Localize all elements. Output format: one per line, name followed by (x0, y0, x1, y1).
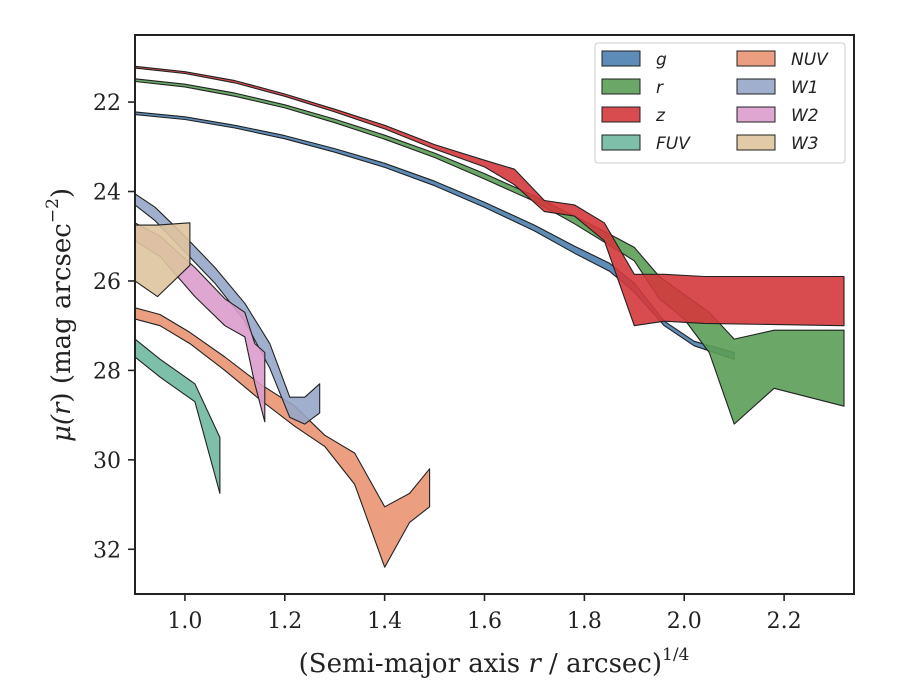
legend-label-fuv: FUV (656, 134, 691, 154)
x-axis: 1.0 1.2 1.4 1.6 1.8 2.0 2.2 (167, 594, 802, 634)
legend-swatch-w1 (736, 78, 776, 95)
series-band-z (135, 65, 845, 327)
y-tick-label: 24 (93, 181, 121, 206)
legend-label-z: z (655, 106, 666, 126)
legend-frame (594, 42, 846, 164)
y-tick-label: 22 (93, 91, 121, 116)
legend-label-w1: W1 (791, 78, 819, 98)
x-tick-label: 2.0 (667, 609, 702, 634)
legend-label-nuv: NUV (791, 50, 829, 70)
series-layer (135, 65, 845, 568)
series-band-r (135, 78, 845, 425)
x-axis-label: (Semi-major axis r / arcsec)1/4 (299, 645, 690, 679)
plot-frame (134, 34, 855, 595)
x-tick-label: 1.2 (267, 609, 302, 634)
series-band-nuv (135, 307, 431, 568)
y-axis: 22 24 26 28 30 32 (93, 91, 135, 563)
x-tick-label: 1.4 (367, 609, 402, 634)
legend-swatch-g (601, 50, 641, 67)
y-tick-label: 28 (93, 359, 121, 384)
legend-label-r: r (656, 78, 664, 98)
x-tick-label: 1.6 (467, 609, 502, 634)
y-tick-label: 32 (93, 538, 121, 563)
series-band-fuv (135, 338, 221, 494)
legend-label-w3: W3 (791, 134, 819, 154)
y-axis-label: μ(r) (mag arcsec−2) (43, 188, 77, 442)
y-tick-label: 26 (93, 270, 121, 295)
legend-swatch-w3 (736, 134, 776, 151)
legend: grz FUV NUV W1 W2 W3 (594, 42, 846, 164)
legend-label-g: g (656, 50, 667, 70)
y-tick-label: 30 (93, 449, 121, 474)
legend-label-w2: W2 (791, 106, 819, 126)
x-tick-label: 2.2 (767, 609, 802, 634)
x-tick-label: 1.0 (167, 609, 202, 634)
legend-swatch-r (601, 78, 641, 95)
legend-swatch-w2 (736, 106, 776, 123)
legend-swatch-z (601, 106, 641, 123)
legend-swatch-fuv (601, 134, 641, 151)
legend-swatch-nuv (736, 50, 776, 67)
series-band-w3 (135, 222, 191, 298)
x-tick-label: 1.8 (567, 609, 602, 634)
